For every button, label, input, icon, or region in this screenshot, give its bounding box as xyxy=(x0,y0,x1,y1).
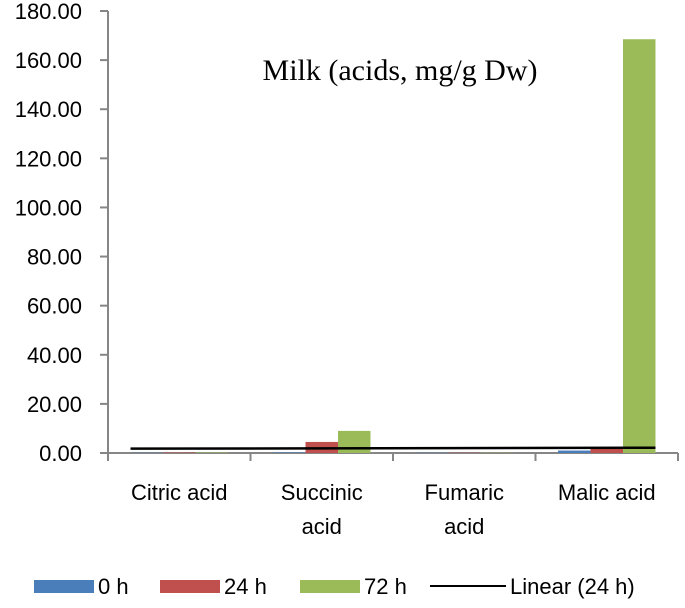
y-tick-label: 60.00 xyxy=(27,294,82,319)
legend-item: Linear (24 h) xyxy=(430,574,635,599)
bar xyxy=(558,450,591,453)
y-tick-label: 100.00 xyxy=(15,195,82,220)
legend-label: Linear (24 h) xyxy=(510,574,635,599)
legend-label: 24 h xyxy=(224,574,267,599)
chart-title: Milk (acids, mg/g Dw) xyxy=(263,54,538,87)
y-tick-label: 40.00 xyxy=(27,343,82,368)
x-category-label: Succinic acid xyxy=(281,480,363,539)
legend-label: 72 h xyxy=(364,574,407,599)
y-tick-label: 120.00 xyxy=(15,146,82,171)
trendline-series xyxy=(130,446,656,450)
y-tick-label: 160.00 xyxy=(15,48,82,73)
legend-item: 24 h xyxy=(160,574,267,599)
x-axis: Citric acid Succinic acid Fumaric acid Malic … xyxy=(107,452,679,539)
y-tick-label: 180.00 xyxy=(15,0,82,24)
bar xyxy=(622,39,656,453)
y-tick-label: 80.00 xyxy=(27,245,82,270)
bar xyxy=(337,430,371,453)
bars xyxy=(130,39,656,453)
legend: 0 h 24 h 72 h Linear (24 h) xyxy=(34,574,635,599)
trendline xyxy=(130,446,656,450)
x-category-label: Fumaric acid xyxy=(425,480,504,539)
y-tick-label: 0.00 xyxy=(39,441,82,466)
bar xyxy=(590,447,623,453)
legend-swatch xyxy=(160,580,220,593)
legend-item: 0 h xyxy=(34,574,129,599)
legend-swatch xyxy=(34,580,94,593)
y-tick-label: 20.00 xyxy=(27,392,82,417)
x-category-label: Malic acid xyxy=(558,480,656,505)
x-category-label: Citric acid xyxy=(131,480,228,505)
y-axis: 0.00 20.00 40.00 60.00 80.00 100.00 120.00 140.… xyxy=(15,0,109,466)
legend-item: 72 h xyxy=(300,574,407,599)
legend-swatch xyxy=(300,580,360,593)
y-tick-label: 140.00 xyxy=(15,97,82,122)
legend-label: 0 h xyxy=(98,574,129,599)
